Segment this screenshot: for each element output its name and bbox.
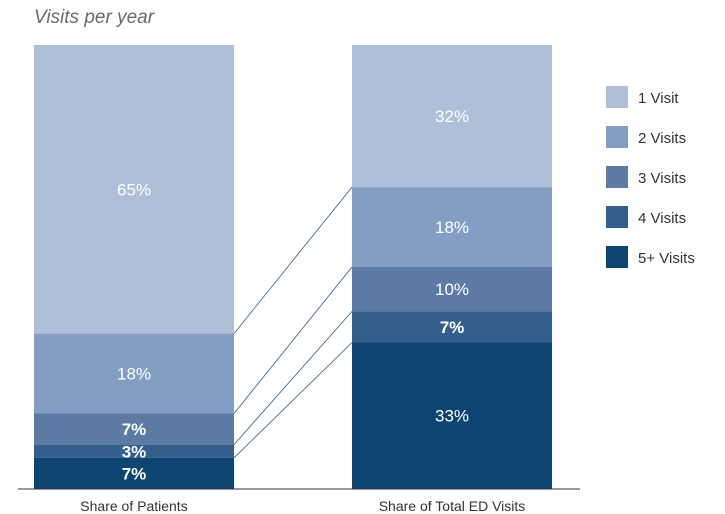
legend-swatch: [606, 206, 628, 228]
data-label: 10%: [435, 280, 469, 299]
category-label: Share of Total ED Visits: [379, 498, 526, 514]
legend-label: 1 Visit: [638, 90, 679, 107]
bar-segment: [34, 444, 234, 458]
bar-segment: [352, 267, 552, 312]
data-label: 33%: [435, 407, 469, 426]
connector-line: [233, 311, 353, 445]
legend-swatch: [606, 86, 628, 108]
connector-line: [233, 186, 353, 334]
connector-lines: [233, 186, 353, 459]
data-label: 7%: [440, 318, 465, 337]
data-label: 65%: [117, 180, 151, 199]
chart-subtitle: Visits per year: [34, 7, 155, 28]
data-label: 7%: [122, 420, 147, 439]
legend-swatch: [606, 246, 628, 268]
legend-swatch: [606, 126, 628, 148]
bar-segment: [352, 187, 552, 267]
legend-swatch: [606, 166, 628, 188]
connector-line: [233, 266, 353, 414]
bar-segment: [34, 413, 234, 445]
legend-label: 3 Visits: [638, 170, 686, 187]
data-label: 3%: [122, 442, 147, 461]
legend-label: 5+ Visits: [638, 250, 695, 267]
bar-segment: [34, 457, 234, 489]
data-label: 18%: [435, 218, 469, 237]
bar-segment: [34, 333, 234, 414]
bar-segment: [352, 45, 552, 188]
legend-label: 2 Visits: [638, 130, 686, 147]
x-axis: Share of Patients Share of Total ED Visit…: [18, 488, 580, 514]
bar-segment: [352, 311, 552, 343]
legend-label: 4 Visits: [638, 210, 686, 227]
bar-segment: [34, 45, 234, 334]
legend: 1 Visit 2 Visits 3 Visits 4 Visits 5+ Visits: [606, 86, 695, 268]
data-label: 18%: [117, 365, 151, 384]
connector-line: [233, 342, 353, 459]
data-label: 32%: [435, 107, 469, 126]
category-label: Share of Patients: [80, 498, 187, 514]
bars: 7% 3% 7% 18% 65% 33% 7% 10% 18% 32%: [34, 45, 552, 489]
data-label: 7%: [122, 464, 147, 483]
bar-segment: [352, 342, 552, 489]
